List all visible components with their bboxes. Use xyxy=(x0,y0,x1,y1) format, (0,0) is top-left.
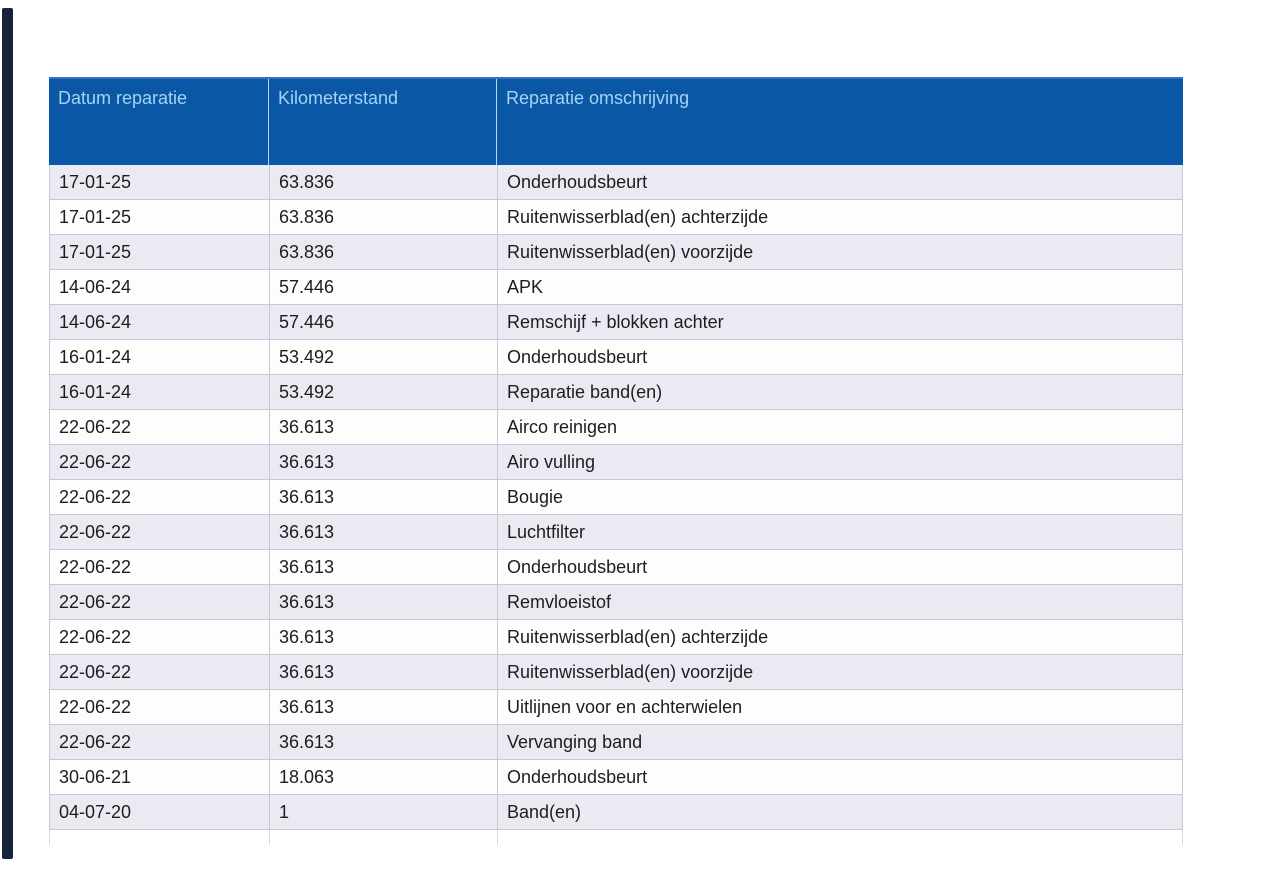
repair-history-table: Datum reparatie Kilometerstand Reparatie… xyxy=(49,77,1183,845)
cell-datum: 22-06-22 xyxy=(50,655,270,689)
table-row: 22-06-22 36.613 Airo vulling xyxy=(50,445,1182,480)
cell-kilometerstand: 57.446 xyxy=(270,305,498,339)
table-row: 14-06-24 57.446 Remschijf + blokken achter xyxy=(50,305,1182,340)
table-row: 14-06-24 57.446 APK xyxy=(50,270,1182,305)
cell-omschrijving: Onderhoudsbeurt xyxy=(507,767,648,787)
cell-omschrijving: Airo vulling xyxy=(507,452,596,472)
table-row: 22-06-22 36.613 Vervanging band xyxy=(50,725,1182,760)
cell-omschrijving: Uitlijnen voor en achterwielen xyxy=(507,697,743,717)
cell-kilometerstand: 36.613 xyxy=(270,410,498,444)
cell-datum: 22-06-22 xyxy=(50,690,270,724)
cell-omschrijving: Bougie xyxy=(507,487,564,507)
cell-kilometerstand: 36.613 xyxy=(270,585,498,619)
cell-datum: 16-01-24 xyxy=(50,375,270,409)
cell-datum: 16-01-24 xyxy=(50,340,270,374)
cell-datum: 22-06-22 xyxy=(50,515,270,549)
cell-kilometerstand: 1 xyxy=(270,795,498,829)
cell-omschrijving: Ruitenwisserblad(en) voorzijde xyxy=(507,662,754,682)
cell-datum: 22-06-22 xyxy=(50,480,270,514)
table-row: 22-06-22 36.613 Onderhoudsbeurt xyxy=(50,550,1182,585)
table-row: 04-07-20 1 Band(en) xyxy=(50,795,1182,830)
left-edge-bar xyxy=(2,8,13,859)
cell-omschrijving: Remvloeistof xyxy=(507,592,612,612)
cell-omschrijving: APK xyxy=(507,277,544,297)
table-row: 17-01-25 63.836 Ruitenwisserblad(en) voorz… xyxy=(50,235,1182,270)
cell-datum: 17-01-25 xyxy=(50,200,270,234)
cell-kilometerstand: 63.836 xyxy=(270,200,498,234)
table-row: 22-06-22 36.613 Remvloeistof xyxy=(50,585,1182,620)
cell-datum: 17-01-25 xyxy=(50,235,270,269)
table-row: 22-06-22 36.613 Bougie xyxy=(50,480,1182,515)
cell-kilometerstand: 57.446 xyxy=(270,270,498,304)
table-header-row: Datum reparatie Kilometerstand Reparatie… xyxy=(49,77,1183,165)
table-row: 22-06-22 36.613 Ruitenwisserblad(en) voorz… xyxy=(50,655,1182,690)
cell-datum: 14-06-24 xyxy=(50,270,270,304)
cell-datum: 22-06-22 xyxy=(50,620,270,654)
cell-kilometerstand: 36.613 xyxy=(270,550,498,584)
cell-kilometerstand: 63.836 xyxy=(270,165,498,199)
cell-omschrijving: Ruitenwisserblad(en) achterzijde xyxy=(507,627,769,647)
cell-datum: 22-06-22 xyxy=(50,725,270,759)
table-row: 17-01-25 63.836 Onderhoudsbeurt xyxy=(50,165,1182,200)
cell-datum: 14-06-24 xyxy=(50,305,270,339)
table-row: 16-01-24 53.492 Onderhoudsbeurt xyxy=(50,340,1182,375)
cell-omschrijving: Remschijf + blokken achter xyxy=(507,312,724,332)
header-cell-datum-reparatie: Datum reparatie xyxy=(49,79,269,165)
cell-omschrijving: Onderhoudsbeurt xyxy=(507,172,648,192)
header-cell-reparatie-omschrijving: Reparatie omschrijving xyxy=(506,88,690,108)
cell-datum: 22-06-22 xyxy=(50,550,270,584)
cell-datum: 22-06-22 xyxy=(50,445,270,479)
cell-datum: 17-01-25 xyxy=(50,165,270,199)
cell-kilometerstand: 36.613 xyxy=(270,690,498,724)
cell-omschrijving: Luchtfilter xyxy=(507,522,586,542)
table-row: 22-06-22 36.613 Ruitenwisserblad(en) achte… xyxy=(50,620,1182,655)
table-row: 16-01-24 53.492 Reparatie band(en) xyxy=(50,375,1182,410)
table-row: 22-06-22 36.613 Airco reinigen xyxy=(50,410,1182,445)
table-row: 22-06-22 36.613 Luchtfilter xyxy=(50,515,1182,550)
cell-datum: 22-06-22 xyxy=(50,585,270,619)
cell-kilometerstand: 53.492 xyxy=(270,375,498,409)
cell-omschrijving: Vervanging band xyxy=(507,732,643,752)
cell-omschrijving: Ruitenwisserblad(en) achterzijde xyxy=(507,207,769,227)
cell-datum: 22-06-22 xyxy=(50,410,270,444)
table-row: 30-06-21 18.063 Onderhoudsbeurt xyxy=(50,760,1182,795)
cell-kilometerstand: 36.613 xyxy=(270,445,498,479)
cell-kilometerstand: 36.613 xyxy=(270,480,498,514)
cell-omschrijving: Airco reinigen xyxy=(507,417,618,437)
cell-kilometerstand: 36.613 xyxy=(270,655,498,689)
header-cell-kilometerstand: Kilometerstand xyxy=(269,79,497,165)
table-body: 17-01-25 63.836 Onderhoudsbeurt 17-01-25 63.… xyxy=(49,165,1183,830)
cell-kilometerstand: 36.613 xyxy=(270,620,498,654)
cell-kilometerstand: 36.613 xyxy=(270,725,498,759)
cell-omschrijving: Reparatie band(en) xyxy=(507,382,663,402)
table-row: 22-06-22 36.613 Uitlijnen voor en achterwi… xyxy=(50,690,1182,725)
cell-kilometerstand: 18.063 xyxy=(270,760,498,794)
cell-datum: 04-07-20 xyxy=(50,795,270,829)
empty-row-stub xyxy=(49,830,1183,845)
cell-omschrijving: Ruitenwisserblad(en) voorzijde xyxy=(507,242,754,262)
cell-omschrijving: Band(en) xyxy=(507,802,582,822)
cell-datum: 30-06-21 xyxy=(50,760,270,794)
cell-kilometerstand: 36.613 xyxy=(270,515,498,549)
cell-kilometerstand: 63.836 xyxy=(270,235,498,269)
cell-omschrijving: Onderhoudsbeurt xyxy=(507,347,648,367)
cell-kilometerstand: 53.492 xyxy=(270,340,498,374)
table-row: 17-01-25 63.836 Ruitenwisserblad(en) achte… xyxy=(50,200,1182,235)
cell-omschrijving: Onderhoudsbeurt xyxy=(507,557,648,577)
